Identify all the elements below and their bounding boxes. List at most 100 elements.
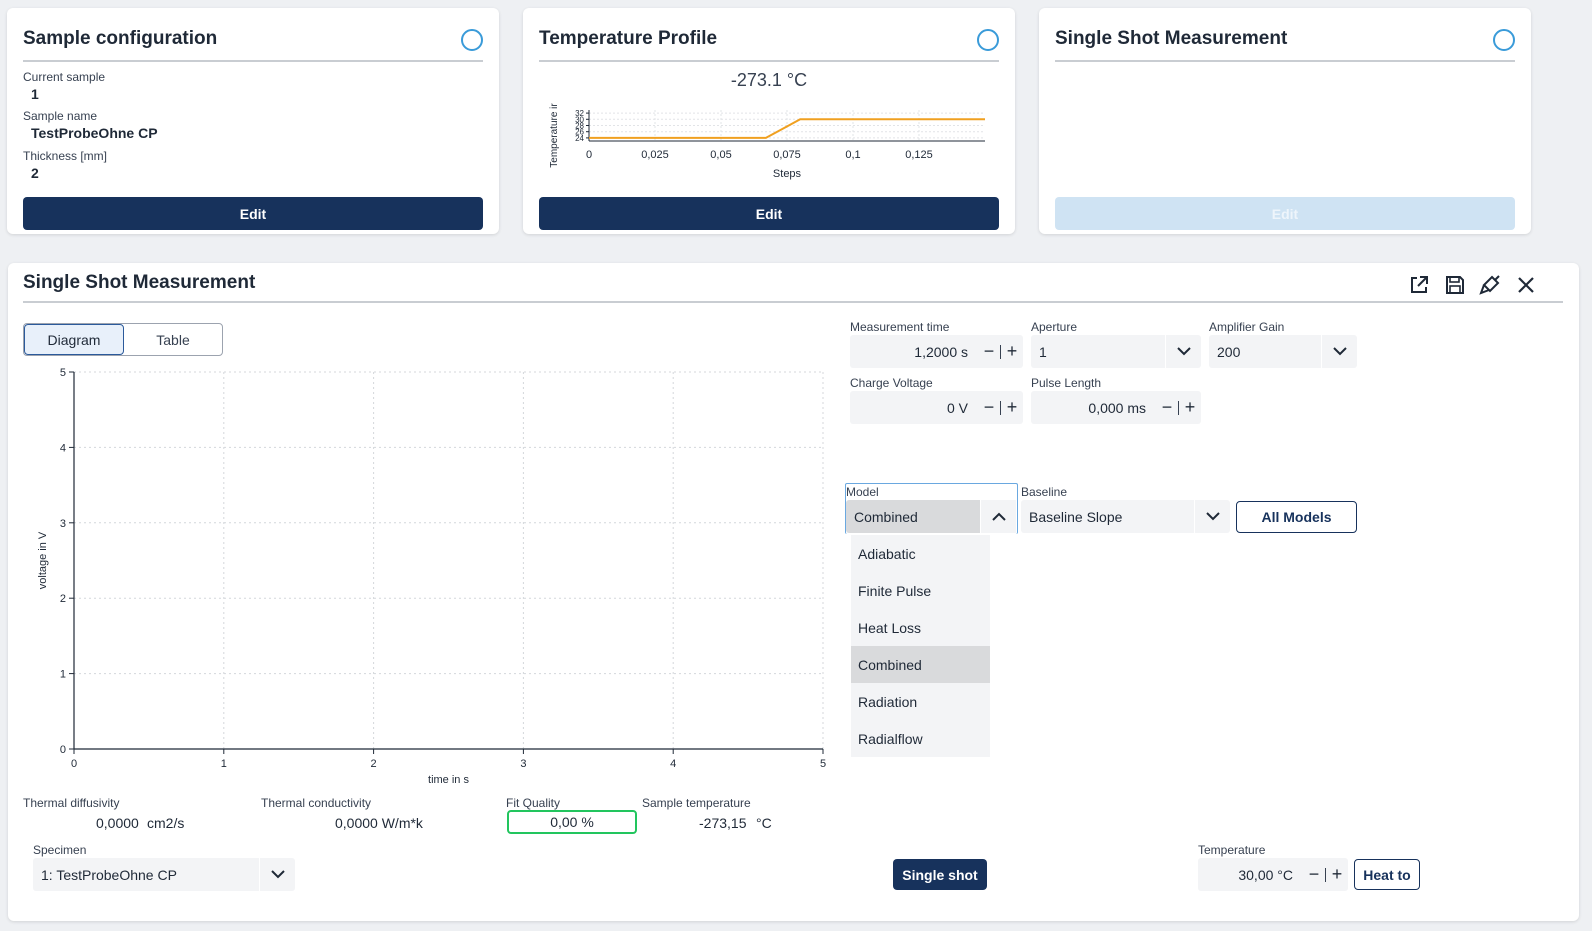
profile-line — [589, 118, 985, 139]
tab-table[interactable]: Table — [156, 331, 190, 348]
aperture-value: 1 — [1039, 343, 1047, 360]
measurement-time-label: Measurement time — [850, 320, 950, 334]
model-select[interactable]: Combined — [846, 500, 1016, 533]
fit-quality-label: Fit Quality — [506, 796, 561, 810]
minus-icon[interactable]: − — [1308, 864, 1320, 884]
model-option[interactable]: Finite Pulse — [858, 582, 932, 599]
y-tick-label: 30 — [575, 115, 584, 124]
amplifier-gain-label: Amplifier Gain — [1209, 320, 1285, 334]
sample-temperature-unit: °C — [756, 815, 772, 831]
sample-config-edit-button[interactable]: Edit — [23, 197, 483, 230]
divider — [23, 301, 1563, 303]
temperature-value: 30,00 °C — [1238, 866, 1293, 883]
chevron-down-icon — [259, 858, 295, 891]
current-temperature: -273.1 °C — [730, 70, 808, 90]
x-tick-label: 0,1 — [845, 149, 860, 161]
thickness-value: 2 — [31, 165, 39, 181]
thermal-diffusivity-label: Thermal diffusivity — [23, 796, 120, 810]
x-tick-label: 5 — [820, 758, 826, 770]
minus-icon[interactable]: − — [983, 397, 995, 417]
plus-icon[interactable]: + — [1006, 341, 1018, 361]
amplifier-gain-value: 200 — [1217, 343, 1241, 360]
external-link-icon[interactable] — [1405, 271, 1433, 299]
charge-voltage-stepper[interactable]: 0 V − + — [850, 391, 1023, 424]
sample-name-label: Sample name — [23, 109, 98, 123]
pulse-length-stepper[interactable]: 0,000 ms − + — [1031, 391, 1201, 424]
measurement-time-value: 1,2000 s — [914, 343, 968, 360]
model-option[interactable]: Combined — [851, 646, 990, 683]
x-axis-label: time in s — [428, 774, 469, 786]
single-shot-edit-button[interactable]: Edit — [1055, 197, 1515, 230]
model-label: Model — [846, 485, 879, 499]
chevron-down-icon — [1194, 500, 1230, 533]
x-tick-label: 0 — [586, 149, 592, 161]
minus-icon[interactable]: − — [983, 341, 995, 361]
charge-voltage-label: Charge Voltage — [850, 376, 933, 390]
x-tick-label: 0,05 — [710, 149, 731, 161]
clean-icon[interactable] — [1476, 271, 1504, 299]
save-icon[interactable] — [1441, 271, 1469, 299]
close-icon[interactable] — [1512, 271, 1540, 299]
minus-icon[interactable]: − — [1161, 397, 1173, 417]
panel-title: Single Shot Measurement — [23, 272, 256, 293]
model-option[interactable]: Adiabatic — [858, 545, 916, 562]
chevron-down-icon — [1165, 335, 1201, 368]
heat-to-button[interactable]: Heat to — [1354, 859, 1420, 890]
temperature-profile-title: Temperature Profile — [539, 28, 718, 49]
x-tick-label: 1 — [221, 758, 227, 770]
all-models-button[interactable]: All Models — [1236, 501, 1357, 533]
sample-temperature-label: Sample temperature — [642, 796, 751, 810]
charge-voltage-value: 0 V — [946, 399, 968, 416]
divider — [1055, 60, 1515, 62]
x-tick-label: 0,025 — [641, 149, 669, 161]
temperature-label: Temperature — [1198, 843, 1266, 857]
thermal-conductivity-value: 0,0000 W/m*k — [335, 815, 423, 831]
tab-diagram[interactable]: Diagram — [24, 324, 124, 355]
specimen-select[interactable]: 1: TestProbeOhne CP — [33, 858, 295, 891]
y-tick-label: 28 — [575, 122, 584, 131]
single-shot-panel: Single Shot Measurement Diagram Table 0 1… — [8, 263, 1579, 921]
x-tick-label: 0,125 — [905, 149, 933, 161]
y-tick-label: 32 — [575, 109, 584, 118]
thermal-diffusivity-unit: cm2/s — [147, 815, 185, 831]
model-option[interactable]: Radiation — [858, 693, 918, 710]
sample-temperature-value: -273,15 — [699, 815, 747, 831]
single-shot-card: Single Shot Measurement Edit — [1039, 8, 1531, 234]
single-shot-button[interactable]: Single shot — [893, 859, 987, 890]
pulse-length-label: Pulse Length — [1031, 376, 1102, 390]
y-tick-label: 4 — [60, 442, 66, 454]
x-axis-label: Steps — [773, 168, 802, 180]
x-tick-label: 2 — [371, 758, 377, 770]
sample-config-card: Sample configuration Current sample 1 Sa… — [7, 8, 499, 234]
voltage-chart: 0 1 2 3 4 5 0 1 2 3 4 5 time in s voltage in V — [37, 367, 826, 786]
specimen-value: 1: TestProbeOhne CP — [41, 866, 177, 883]
current-sample-value: 1 — [31, 86, 39, 102]
y-axis-label: Temperature ir — [549, 103, 560, 168]
model-option[interactable]: Heat Loss — [858, 619, 922, 636]
temperature-profile-card: Temperature Profile -273.1 °C 24 26 28 30 32… — [523, 8, 1015, 234]
temperature-profile-edit-button[interactable]: Edit — [539, 197, 999, 230]
y-tick-label: 0 — [60, 744, 66, 756]
pulse-length-value: 0,000 ms — [1088, 399, 1146, 416]
fit-quality-value: 0,00 % — [507, 810, 637, 834]
status-circle-icon — [977, 29, 999, 51]
single-shot-card-title: Single Shot Measurement — [1055, 28, 1288, 49]
baseline-select[interactable]: Baseline Slope — [1021, 500, 1230, 533]
amplifier-gain-select[interactable]: 200 — [1209, 335, 1357, 368]
aperture-select[interactable]: 1 — [1031, 335, 1201, 368]
measurement-time-stepper[interactable]: 1,2000 s − + — [850, 335, 1023, 368]
temperature-stepper[interactable]: 30,00 °C − + — [1198, 858, 1348, 891]
y-tick-label: 5 — [60, 367, 66, 379]
plus-icon[interactable]: + — [1184, 397, 1196, 417]
x-tick-label: 0,075 — [773, 149, 801, 161]
plus-icon[interactable]: + — [1006, 397, 1018, 417]
plus-icon[interactable]: + — [1331, 864, 1343, 884]
y-tick-label: 2 — [60, 593, 66, 605]
model-value: Combined — [854, 508, 918, 525]
model-option[interactable]: Radialflow — [858, 730, 923, 747]
x-tick-label: 3 — [520, 758, 526, 770]
x-tick-label: 0 — [71, 758, 77, 770]
status-circle-icon — [461, 29, 483, 51]
model-dropdown-list: Adiabatic Finite Pulse Heat Loss Combined Ra… — [851, 535, 990, 757]
chevron-down-icon — [1321, 335, 1357, 368]
